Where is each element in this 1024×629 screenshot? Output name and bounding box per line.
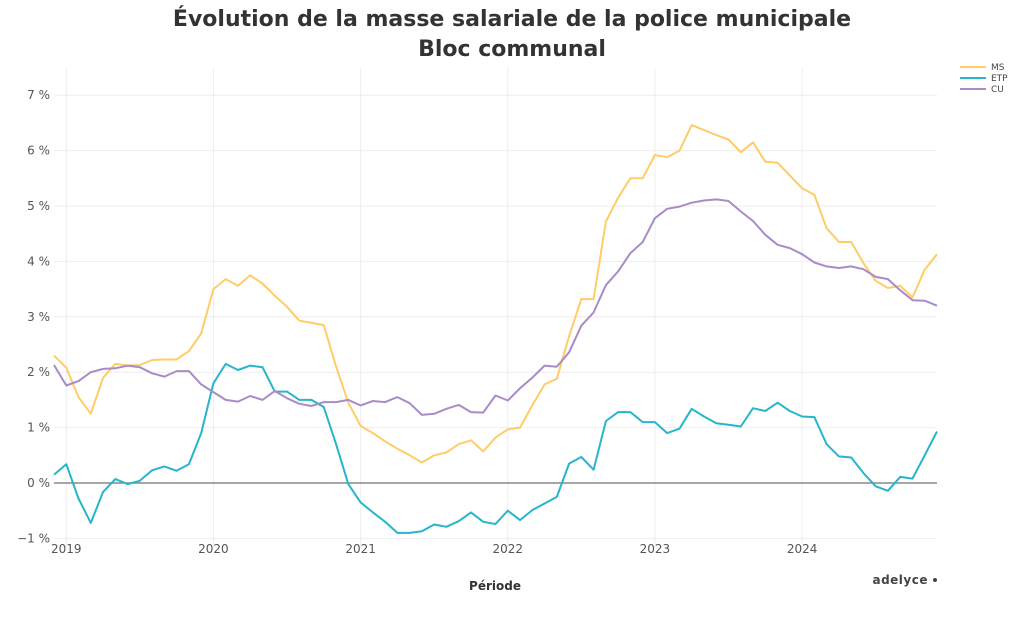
legend-label: ETP xyxy=(991,74,1008,84)
branding-logo: adelyce xyxy=(872,573,937,587)
series-line-cu[interactable] xyxy=(53,198,938,416)
grid-lines xyxy=(54,68,937,548)
legend-label: CU xyxy=(991,85,1004,95)
series-line-ms[interactable] xyxy=(53,124,938,464)
x-axis-ticks: 2019 2020 2021 2022 2023 2024 xyxy=(51,542,817,556)
y-tick-label: 3 % xyxy=(27,310,50,324)
legend-item-etp[interactable]: ETP xyxy=(960,74,1008,84)
legend-label: MS xyxy=(991,63,1005,73)
x-tick-label: 2021 xyxy=(345,542,376,556)
series-line-etp[interactable] xyxy=(53,362,938,534)
x-tick-label: 2022 xyxy=(492,542,523,556)
y-tick-label: 0 % xyxy=(27,476,50,490)
y-tick-label: 7 % xyxy=(27,88,50,102)
y-tick-label: 5 % xyxy=(27,199,50,213)
legend-item-cu[interactable]: CU xyxy=(960,85,1004,95)
legend-item-ms[interactable]: MS xyxy=(960,63,1005,73)
y-tick-label: −1 % xyxy=(17,531,50,545)
chart-title: Évolution de la masse salariale de la po… xyxy=(173,6,851,32)
x-tick-label: 2020 xyxy=(198,542,229,556)
y-tick-label: 2 % xyxy=(27,365,50,379)
chart-subtitle: Bloc communal xyxy=(418,37,606,62)
x-axis-title: Période xyxy=(469,579,521,593)
brand-name: adelyce xyxy=(872,573,928,587)
x-tick-label: 2023 xyxy=(640,542,671,556)
x-tick-label: 2024 xyxy=(787,542,818,556)
y-tick-label: 4 % xyxy=(27,254,50,268)
y-tick-label: 6 % xyxy=(27,144,50,158)
y-tick-label: 1 % xyxy=(27,421,50,435)
x-tick-label: 2019 xyxy=(51,542,82,556)
series-lines xyxy=(53,124,938,534)
y-axis-ticks: −1 % 0 % 1 % 2 % 3 % 4 % 5 % 6 % 7 % xyxy=(17,88,50,545)
brand-dot-icon xyxy=(933,578,937,582)
